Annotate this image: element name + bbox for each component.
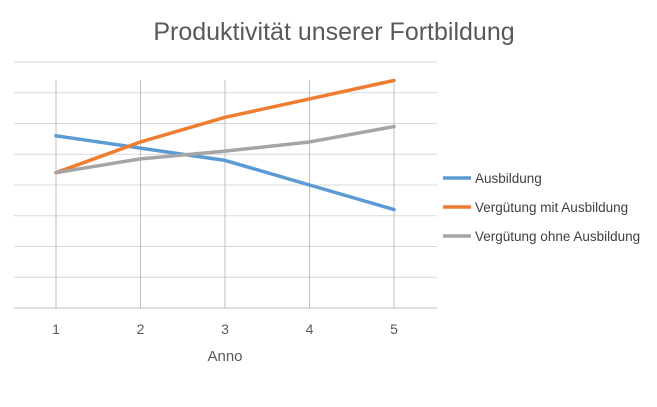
legend-label: Ausbildung xyxy=(475,171,542,186)
x-tick-label: 2 xyxy=(137,321,145,337)
chart-title: Produktivität unserer Fortbildung xyxy=(153,18,514,46)
x-tick-label: 4 xyxy=(306,321,314,337)
x-tick-label: 1 xyxy=(52,321,60,337)
series-lines xyxy=(54,78,396,212)
legend-label: Vergütung mit Ausbildung xyxy=(475,200,628,215)
x-axis-label: Anno xyxy=(207,348,242,365)
x-axis: 1 2 3 4 5 xyxy=(14,307,437,337)
legend-label: Vergütung ohne Ausbildung xyxy=(475,229,640,244)
series-line xyxy=(54,124,396,175)
legend: Ausbildung Vergütung mit Ausbildung Vergüt… xyxy=(443,171,640,244)
gridlines xyxy=(14,61,437,308)
series-line xyxy=(54,134,396,212)
x-tick-label: 3 xyxy=(221,321,229,337)
x-tick-label: 5 xyxy=(390,321,398,337)
series-line xyxy=(54,78,396,175)
